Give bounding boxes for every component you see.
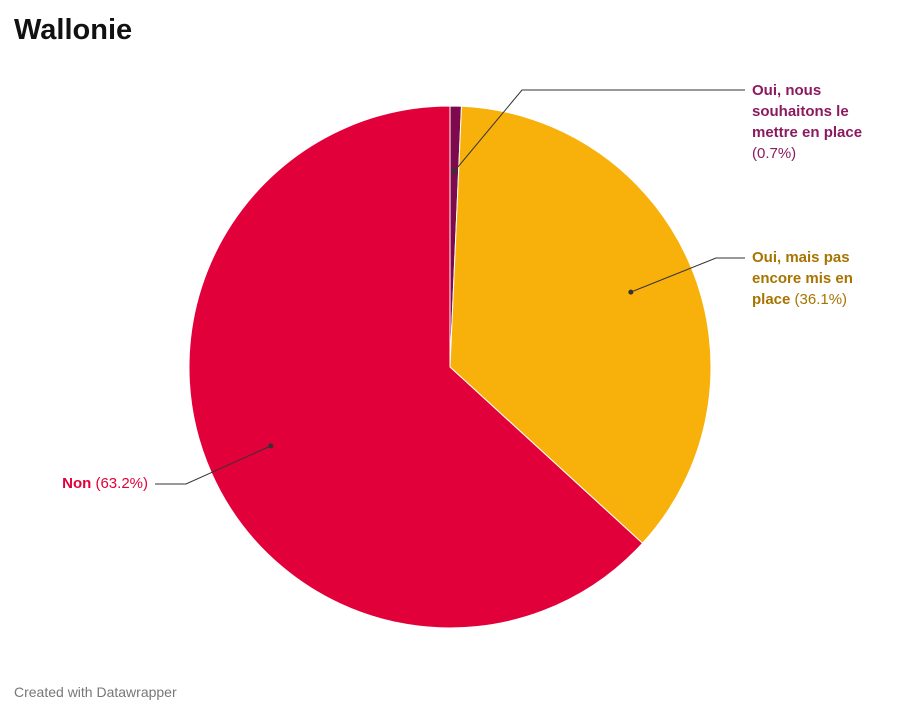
leader-line: [155, 445, 272, 485]
leader-dot: [268, 443, 274, 449]
slice-label: Oui, nous souhaitons le mettre en place …: [752, 80, 887, 164]
leader-line: [453, 89, 745, 172]
value-label: (0.7%): [752, 145, 797, 162]
footer: Created with Datawrapper: [14, 684, 177, 700]
pie-slice: [449, 105, 712, 544]
value-label: (63.2%): [95, 475, 148, 492]
pie-slice: [188, 105, 644, 629]
category-label: Non: [62, 475, 92, 492]
category-label: Oui, nous souhaitons le mettre en place: [752, 82, 863, 141]
slice-label: Non (63.2%): [20, 473, 148, 494]
leader-dot: [451, 168, 457, 174]
chart-title: Wallonie: [14, 14, 133, 46]
leader-line: [630, 257, 745, 293]
value-label: (36.1%): [794, 291, 848, 308]
category-label: Oui, mais pas encore mis en place: [752, 249, 853, 308]
slice-label: Oui, mais pas encore mis en place (36.1%…: [752, 247, 877, 310]
leader-dot: [628, 289, 634, 295]
